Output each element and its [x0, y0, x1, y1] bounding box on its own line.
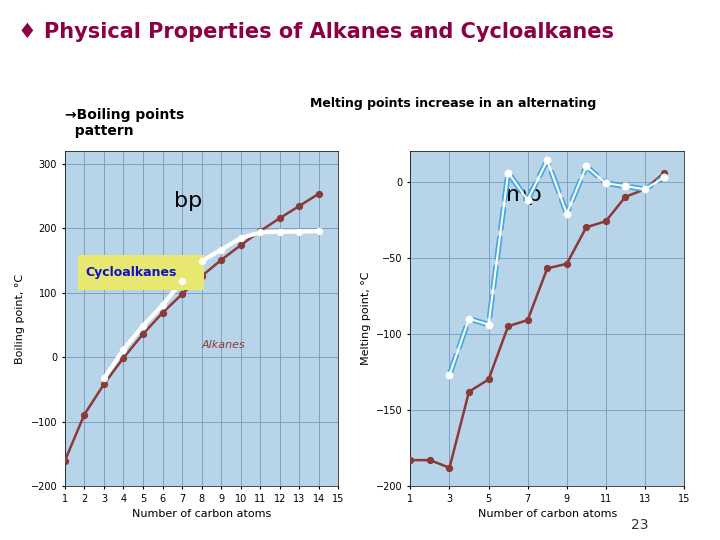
Point — [522, 316, 534, 325]
Point — [503, 168, 514, 177]
Point — [561, 260, 572, 268]
Point — [659, 173, 670, 181]
Point — [274, 214, 286, 222]
Point — [294, 227, 305, 236]
Point — [235, 234, 246, 242]
Point — [483, 375, 495, 384]
Point — [639, 185, 651, 193]
Point — [235, 241, 246, 249]
Y-axis label: Melting point, °C: Melting point, °C — [361, 272, 371, 366]
Point — [522, 195, 534, 204]
Point — [117, 354, 129, 362]
Point — [176, 277, 188, 286]
Point — [580, 162, 592, 171]
Text: mp: mp — [506, 185, 542, 205]
Point — [620, 182, 631, 191]
Point — [117, 345, 129, 354]
Point — [98, 380, 109, 389]
Point — [600, 179, 611, 187]
Point — [503, 322, 514, 330]
Point — [176, 290, 188, 299]
X-axis label: Number of carbon atoms: Number of carbon atoms — [477, 509, 617, 519]
Text: Alkanes: Alkanes — [202, 340, 246, 350]
Point — [444, 370, 455, 379]
Point — [59, 457, 71, 465]
Point — [580, 223, 592, 232]
Point — [313, 227, 325, 235]
Point — [98, 374, 109, 383]
Point — [274, 227, 286, 236]
FancyBboxPatch shape — [78, 255, 204, 290]
Point — [463, 387, 474, 396]
Point — [541, 264, 553, 273]
Point — [639, 185, 651, 193]
Point — [620, 193, 631, 201]
Point — [424, 456, 436, 464]
Point — [541, 156, 553, 165]
Point — [254, 227, 266, 235]
Point — [138, 321, 149, 330]
Point — [659, 168, 670, 177]
Y-axis label: Boiling point, °C: Boiling point, °C — [15, 274, 25, 363]
Point — [444, 463, 455, 472]
X-axis label: Number of carbon atoms: Number of carbon atoms — [132, 509, 271, 519]
Text: bp: bp — [174, 191, 202, 211]
Text: Cycloalkanes: Cycloalkanes — [85, 266, 176, 279]
Point — [294, 201, 305, 210]
Point — [157, 301, 168, 309]
Point — [196, 272, 207, 280]
Text: ♦ Physical Properties of Alkanes and Cycloalkanes: ♦ Physical Properties of Alkanes and Cyc… — [18, 22, 614, 43]
Point — [561, 210, 572, 218]
Point — [313, 190, 325, 198]
Point — [157, 308, 168, 317]
Text: 23: 23 — [631, 518, 648, 532]
Point — [196, 257, 207, 266]
Point — [483, 320, 495, 329]
Point — [463, 314, 474, 323]
Point — [215, 245, 227, 254]
Text: →Boiling points
  pattern: →Boiling points pattern — [65, 108, 184, 138]
Text: Melting points increase in an alternating: Melting points increase in an alternatin… — [310, 97, 596, 110]
Point — [254, 228, 266, 237]
Point — [215, 255, 227, 264]
Point — [405, 456, 416, 464]
Point — [600, 217, 611, 226]
Point — [78, 410, 90, 419]
Point — [138, 330, 149, 339]
